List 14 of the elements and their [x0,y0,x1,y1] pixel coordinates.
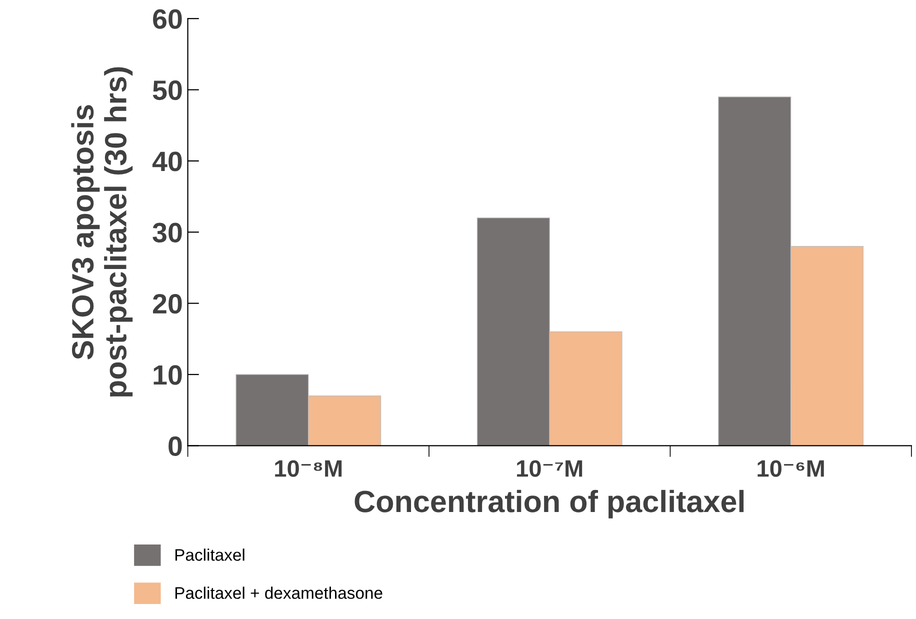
x-tick-label: 10⁻⁸M [275,460,342,477]
y-tick-label: 10 [154,365,182,385]
y-axis-title: SKOV3 apoptosis post-paclitaxel (30 hrs) [71,67,133,396]
x-tick-label: 10⁻⁶M [758,460,824,477]
y-tick-label: 40 [152,152,182,172]
y-tick-label: 20 [152,294,182,314]
legend-label: Paclitaxel + dexamethasone [175,586,382,599]
y-tick-label: 50 [152,80,182,100]
x-tick-label: 10⁻⁷M [517,460,582,477]
x-axis-title: Concentration of paclitaxel [354,490,744,518]
legend-label: Paclitaxel [175,548,244,561]
y-tick-label: 60 [153,9,182,29]
y-tick-label: 30 [152,222,182,243]
y-tick-label: 0 [168,436,182,456]
